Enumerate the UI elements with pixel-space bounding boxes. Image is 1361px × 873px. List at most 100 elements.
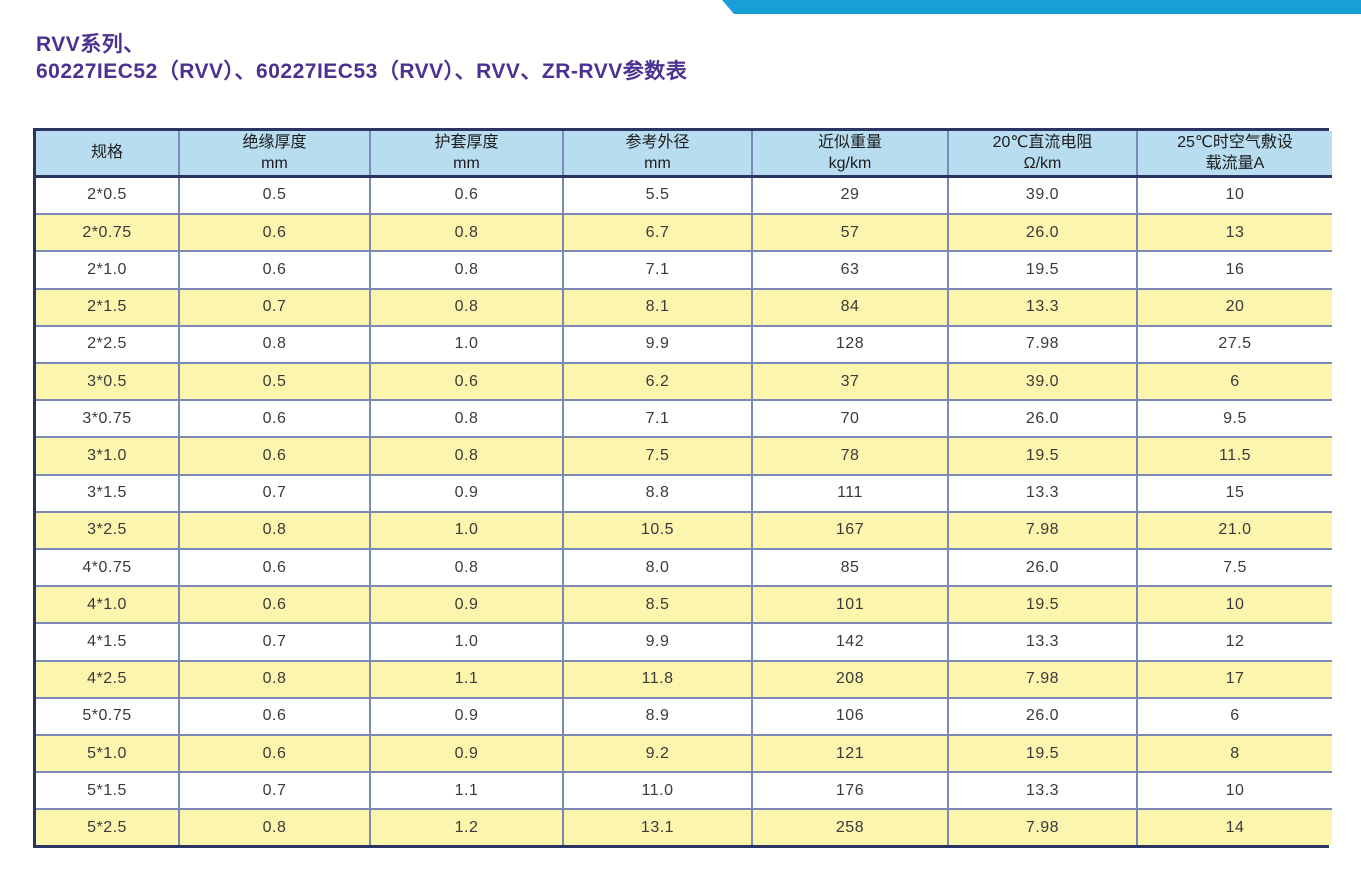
table-cell: 8.9	[562, 696, 753, 736]
table-cell: 0.5	[178, 361, 371, 402]
table-cell: 101	[751, 585, 949, 625]
table-row: 5*0.75 0.6 0.9 8.9 106 26.0 6	[36, 696, 1332, 736]
table-cell: 9.9	[562, 622, 753, 662]
table-cell: 128	[751, 324, 949, 364]
table-cell: 6	[1136, 696, 1332, 736]
table-cell: 0.8	[178, 510, 371, 550]
column-header: 护套厚度 mm	[369, 131, 564, 178]
table-cell: 78	[751, 436, 949, 476]
column-header: 规格	[36, 131, 180, 178]
column-header: 25℃时空气敷设 载流量A	[1136, 131, 1332, 178]
table-cell: 0.8	[369, 399, 564, 439]
table-cell: 3*1.5	[36, 473, 180, 513]
table-cell: 0.9	[369, 696, 564, 736]
table-cell: 19.5	[947, 585, 1138, 625]
table-cell: 26.0	[947, 213, 1138, 253]
table-cell: 10.5	[562, 510, 753, 550]
table-cell: 0.6	[178, 733, 371, 774]
table-row: 5*1.5 0.7 1.1 11.0 176 13.3 10	[36, 771, 1332, 811]
table-cell: 0.9	[369, 585, 564, 625]
table-row: 4*2.5 0.8 1.1 11.8 208 7.98 17	[36, 659, 1332, 699]
column-header-label: 25℃时空气敷设	[1177, 133, 1293, 151]
spec-table-container: 规格 绝缘厚度 mm 护套厚度 mm 参考外径 mm 近似重量 kg/km 20℃直流电阻 Ω/km…	[33, 128, 1332, 848]
table-cell: 8.8	[562, 473, 753, 513]
table-cell: 6.2	[562, 361, 753, 402]
table-cell: 19.5	[947, 436, 1138, 476]
table-cell: 10	[1136, 771, 1332, 811]
table-cell: 7.1	[562, 399, 753, 439]
header-row: 规格 绝缘厚度 mm 护套厚度 mm 参考外径 mm 近似重量 kg/km 20℃直流电阻 Ω/km…	[36, 131, 1332, 178]
table-cell: 39.0	[947, 174, 1138, 216]
table-cell: 21.0	[1136, 510, 1332, 550]
table-cell: 0.5	[178, 174, 371, 216]
table-row: 4*1.0 0.6 0.9 8.5 101 19.5 10	[36, 585, 1332, 625]
table-cell: 26.0	[947, 696, 1138, 736]
table-cell: 1.1	[369, 771, 564, 811]
table-row: 3*1.0 0.6 0.8 7.5 78 19.5 11.5	[36, 436, 1332, 476]
column-header-unit: kg/km	[828, 154, 872, 172]
table-cell: 1.0	[369, 324, 564, 364]
table-cell: 208	[751, 659, 949, 699]
table-cell: 5*0.75	[36, 696, 180, 736]
table-row: 3*2.5 0.8 1.0 10.5 167 7.98 21.0	[36, 510, 1332, 550]
table-cell: 7.98	[947, 659, 1138, 699]
table-cell: 2*2.5	[36, 324, 180, 364]
table-cell: 7.98	[947, 510, 1138, 550]
table-cell: 20	[1136, 287, 1332, 327]
table-cell: 121	[751, 733, 949, 774]
table-row: 3*0.75 0.6 0.8 7.1 70 26.0 9.5	[36, 399, 1332, 439]
table-cell: 0.8	[369, 547, 564, 588]
table-cell: 3*1.0	[36, 436, 180, 476]
table-row: 2*2.5 0.8 1.0 9.9 128 7.98 27.5	[36, 324, 1332, 364]
table-cell: 15	[1136, 473, 1332, 513]
table-cell: 13.1	[562, 808, 753, 845]
column-header-label: 绝缘厚度	[242, 133, 307, 151]
table-cell: 0.8	[369, 287, 564, 327]
table-cell: 4*1.5	[36, 622, 180, 662]
column-header: 近似重量 kg/km	[751, 131, 949, 178]
table-cell: 8.5	[562, 585, 753, 625]
table-cell: 13.3	[947, 622, 1138, 662]
column-header: 20℃直流电阻 Ω/km	[947, 131, 1138, 178]
table-cell: 7.5	[1136, 547, 1332, 588]
table-row: 2*1.5 0.7 0.8 8.1 84 13.3 20	[36, 287, 1332, 327]
table-cell: 0.9	[369, 473, 564, 513]
table-cell: 8.1	[562, 287, 753, 327]
table-cell: 0.6	[178, 250, 371, 290]
table-cell: 0.6	[178, 696, 371, 736]
table-cell: 12	[1136, 622, 1332, 662]
table-cell: 37	[751, 361, 949, 402]
table-cell: 0.8	[178, 659, 371, 699]
table-cell: 0.6	[178, 436, 371, 476]
table-cell: 142	[751, 622, 949, 662]
table-cell: 0.6	[178, 213, 371, 253]
table-cell: 258	[751, 808, 949, 845]
table-cell: 0.8	[369, 213, 564, 253]
table-cell: 16	[1136, 250, 1332, 290]
table-cell: 6.7	[562, 213, 753, 253]
table-cell: 3*0.75	[36, 399, 180, 439]
table-cell: 5.5	[562, 174, 753, 216]
table-cell: 1.0	[369, 622, 564, 662]
table-cell: 0.6	[369, 361, 564, 402]
table-cell: 167	[751, 510, 949, 550]
spec-table-header: 规格 绝缘厚度 mm 护套厚度 mm 参考外径 mm 近似重量 kg/km 20℃直流电阻 Ω/km…	[36, 131, 1332, 178]
column-header-label: 规格	[90, 144, 123, 162]
table-cell: 0.6	[178, 547, 371, 588]
table-row: 4*1.5 0.7 1.0 9.9 142 13.3 12	[36, 622, 1332, 662]
column-header-unit: 载流量A	[1205, 154, 1265, 172]
table-cell: 5*1.0	[36, 733, 180, 774]
table-cell: 3*0.5	[36, 361, 180, 402]
table-cell: 0.8	[178, 808, 371, 845]
table-row: 5*1.0 0.6 0.9 9.2 121 19.5 8	[36, 733, 1332, 774]
table-cell: 84	[751, 287, 949, 327]
table-cell: 111	[751, 473, 949, 513]
column-header-label: 20℃直流电阻	[992, 133, 1093, 151]
table-cell: 11.0	[562, 771, 753, 811]
table-cell: 0.7	[178, 287, 371, 327]
table-cell: 2*1.5	[36, 287, 180, 327]
table-cell: 0.7	[178, 771, 371, 811]
table-row: 2*0.5 0.5 0.6 5.5 29 39.0 10	[36, 174, 1332, 216]
table-cell: 9.2	[562, 733, 753, 774]
table-cell: 57	[751, 213, 949, 253]
